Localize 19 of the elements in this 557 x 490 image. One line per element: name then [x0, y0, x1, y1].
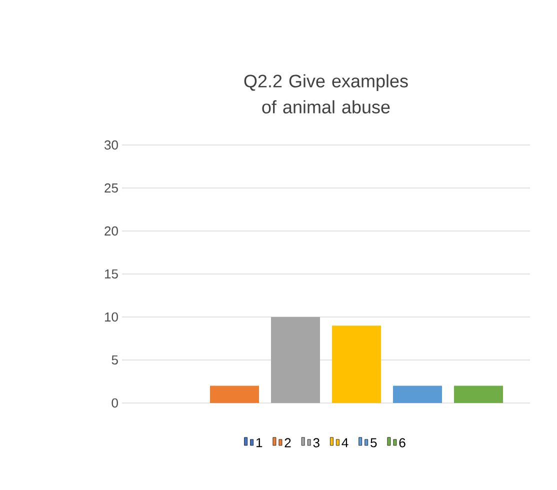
bar — [393, 386, 442, 403]
y-tick-label: 5 — [112, 355, 118, 365]
legend-label: 5 — [370, 438, 377, 448]
legend-label: 3 — [313, 438, 320, 448]
bar — [332, 326, 381, 403]
y-tick-label: 10 — [105, 312, 118, 322]
bar — [454, 386, 503, 403]
y-tick-label: 25 — [104, 183, 118, 193]
bar — [210, 386, 260, 403]
y-tick-label: 0 — [112, 398, 118, 408]
y-tick-label: 30 — [104, 140, 118, 150]
chart-title: Q2.2 Give examples of animal abuse — [244, 74, 408, 114]
legend-label: 2 — [284, 438, 291, 448]
y-tick-label: 20 — [104, 226, 118, 236]
legend-label: 1 — [256, 438, 262, 448]
bar — [271, 316, 320, 403]
y-tick-label: 15 — [105, 269, 118, 279]
legend-label: 4 — [342, 438, 348, 448]
legend-label: 6 — [399, 438, 406, 448]
